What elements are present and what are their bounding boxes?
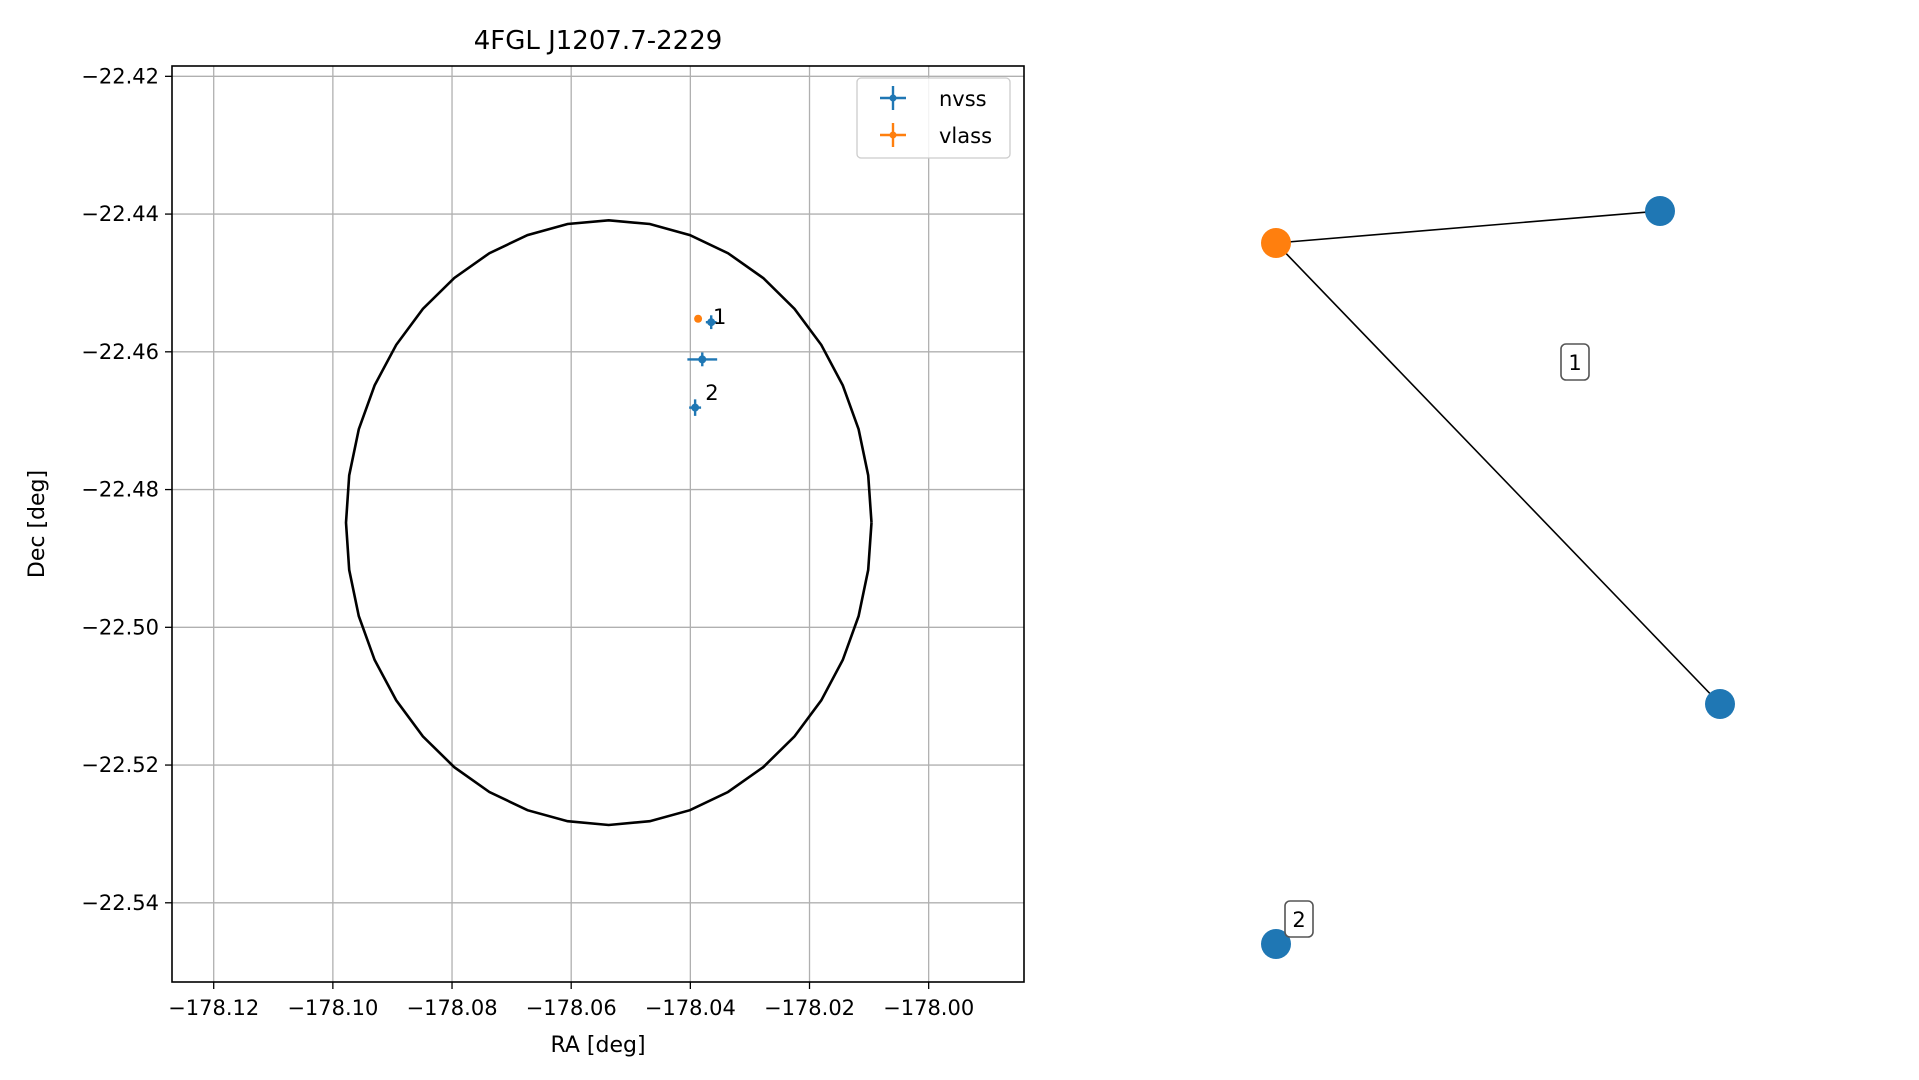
y-axis-label: Dec [deg] [25,470,50,578]
graph-label: 2 [1284,900,1314,938]
legend-marker [889,94,897,102]
x-tick-label: −178.06 [526,996,617,1020]
graph-edge [1275,210,1661,244]
point-annotation: 2 [705,381,718,405]
y-axis-ticks: −22.42 −22.44 −22.46 −22.48 −22.50 −22.52 −22.… [81,64,172,915]
x-tick-label: −178.02 [764,996,855,1020]
graph-label-box [1560,343,1590,381]
localization-ellipse [344,218,873,827]
graph-label-text: 1 [1568,351,1581,375]
x-axis-ticks: −178.12 −178.10 −178.08 −178.06 −178.04 −178.… [168,982,974,1020]
nvss-node-bottom [1261,929,1291,959]
vlass-node [1261,228,1291,258]
legend-label: vlass [939,124,992,148]
vlass-marker [694,314,703,323]
legend-entries: nvss vlass [880,86,992,148]
graph-label-box [1284,900,1314,938]
chart-title: 4FGL J1207.7-2229 [474,26,723,56]
x-axis-label: RA [deg] [550,1033,645,1058]
y-tick-label: −22.52 [81,753,159,777]
network-graph-panel: 12 [1261,196,1735,959]
y-tick-label: −22.44 [81,202,159,226]
legend-label: nvss [939,87,987,111]
point-annotation: 1 [713,305,726,329]
data-points [687,314,718,416]
x-tick-label: −178.12 [168,996,259,1020]
scatter-plot-panel: 4FGL J1207.7-2229 12 −178.12 −178.10 −178.… [25,26,1025,1058]
nvss-marker [698,355,707,364]
y-tick-label: −22.46 [81,340,159,364]
uncertainty-ellipse [344,218,873,827]
graph-label-text: 2 [1292,908,1305,932]
graph-edge [1275,242,1721,705]
x-tick-label: −178.04 [645,996,736,1020]
legend: nvss vlass [856,77,1011,159]
grid-lines [172,66,1024,982]
nvss-node-top [1645,196,1675,226]
nvss-point [705,315,717,330]
legend-entry-vlass: vlass [880,123,992,148]
nvss-point [689,399,702,416]
graph-label: 1 [1560,343,1590,381]
y-tick-label: −22.54 [81,891,159,915]
nvss-node-right [1705,689,1735,719]
legend-entry-nvss: nvss [880,86,987,111]
nvss-marker [691,403,700,412]
nvss-point [687,352,718,367]
y-tick-label: −22.50 [81,615,159,639]
vlass-point [694,314,703,323]
legend-marker [889,131,897,139]
y-tick-label: −22.48 [81,478,159,502]
x-tick-label: −178.00 [883,996,974,1020]
point-annotations: 12 [705,305,726,405]
x-tick-label: −178.08 [406,996,497,1020]
x-tick-label: −178.10 [287,996,378,1020]
y-tick-label: −22.42 [81,64,159,88]
nvss-marker [707,318,716,327]
plot-frame [171,65,1025,983]
